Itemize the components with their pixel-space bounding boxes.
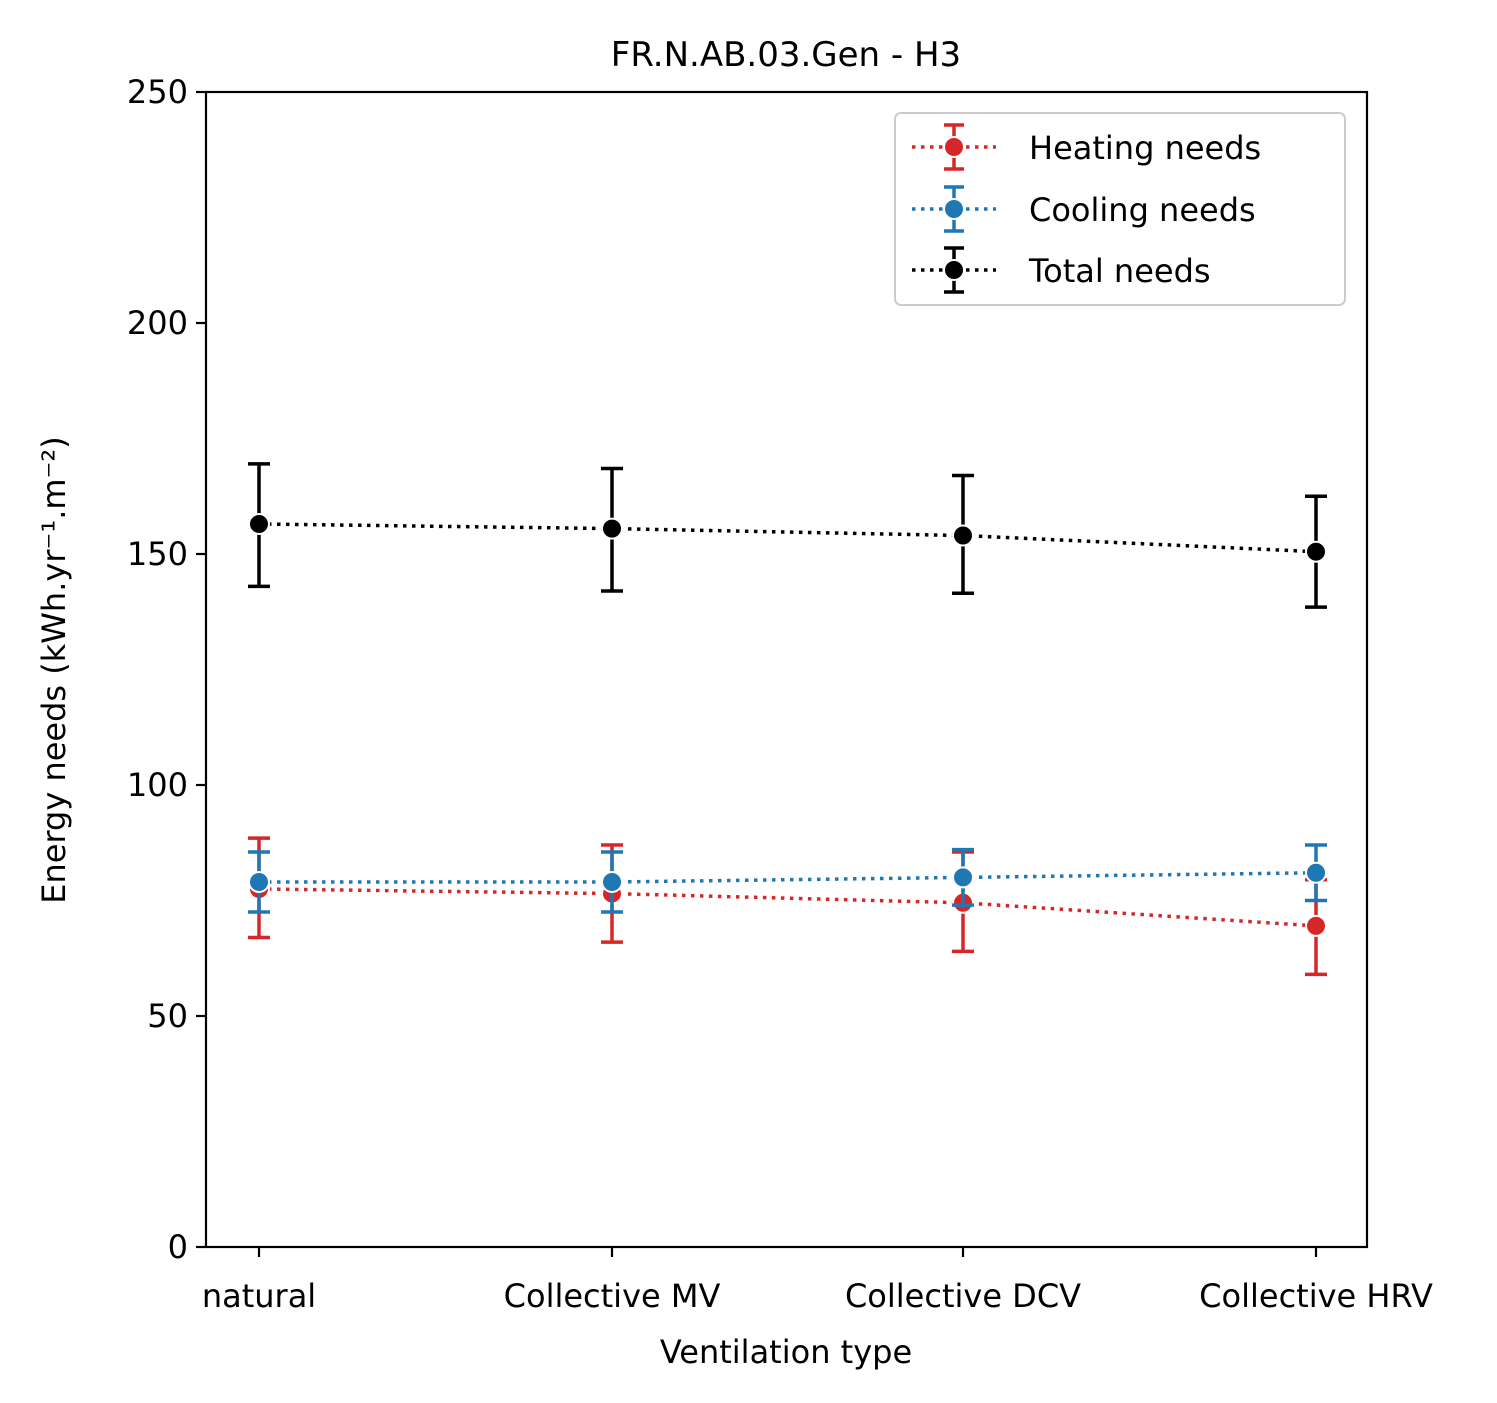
legend-box bbox=[894, 112, 1346, 306]
x-tick-label: natural bbox=[202, 1277, 316, 1315]
legend-marker bbox=[943, 259, 965, 281]
data-point bbox=[952, 866, 974, 889]
legend-entry: Cooling needs bbox=[912, 185, 1256, 233]
legend-label: Total needs bbox=[1028, 252, 1211, 290]
y-axis-label: Energy needs (kWh.yr⁻¹.m⁻²) bbox=[35, 436, 73, 903]
y-tick-label: 100 bbox=[127, 766, 188, 804]
y-tick-label: 0 bbox=[168, 1228, 188, 1266]
legend-label: Heating needs bbox=[1029, 129, 1261, 167]
y-tick-label: 200 bbox=[127, 304, 188, 342]
series-cooling-needs bbox=[248, 843, 1327, 914]
chart-title: FR.N.AB.03.Gen - H3 bbox=[611, 35, 961, 75]
data-point bbox=[601, 517, 623, 540]
y-axis: 0 50 100 150 200 250 bbox=[127, 73, 206, 1266]
data-point bbox=[1305, 540, 1327, 563]
y-tick-label: 250 bbox=[127, 73, 188, 111]
legend-entry: Heating needs bbox=[912, 123, 1261, 171]
data-point bbox=[1305, 861, 1327, 884]
x-tick-label: Collective MV bbox=[504, 1277, 721, 1315]
data-point bbox=[601, 871, 623, 894]
plot-area bbox=[248, 462, 1327, 977]
y-tick-label: 150 bbox=[127, 535, 188, 573]
data-point bbox=[248, 512, 270, 535]
legend: Heating needs Cooling needs Total needs bbox=[894, 112, 1346, 306]
data-point bbox=[952, 524, 974, 547]
legend-label: Cooling needs bbox=[1029, 191, 1256, 229]
data-point bbox=[248, 871, 270, 894]
legend-marker bbox=[943, 198, 965, 220]
legend-entry: Total needs bbox=[912, 246, 1211, 294]
legend-marker bbox=[943, 136, 965, 158]
data-point bbox=[1305, 914, 1327, 937]
x-axis: natural Collective MV Collective DCV Collec… bbox=[202, 1247, 1433, 1315]
y-tick-label: 50 bbox=[147, 997, 188, 1035]
x-tick-label: Collective DCV bbox=[845, 1277, 1081, 1315]
x-tick-label: Collective HRV bbox=[1199, 1277, 1433, 1315]
series-total-needs bbox=[248, 462, 1327, 609]
plot-frame bbox=[204, 90, 1369, 1249]
x-axis-label: Ventilation type bbox=[660, 1333, 912, 1371]
